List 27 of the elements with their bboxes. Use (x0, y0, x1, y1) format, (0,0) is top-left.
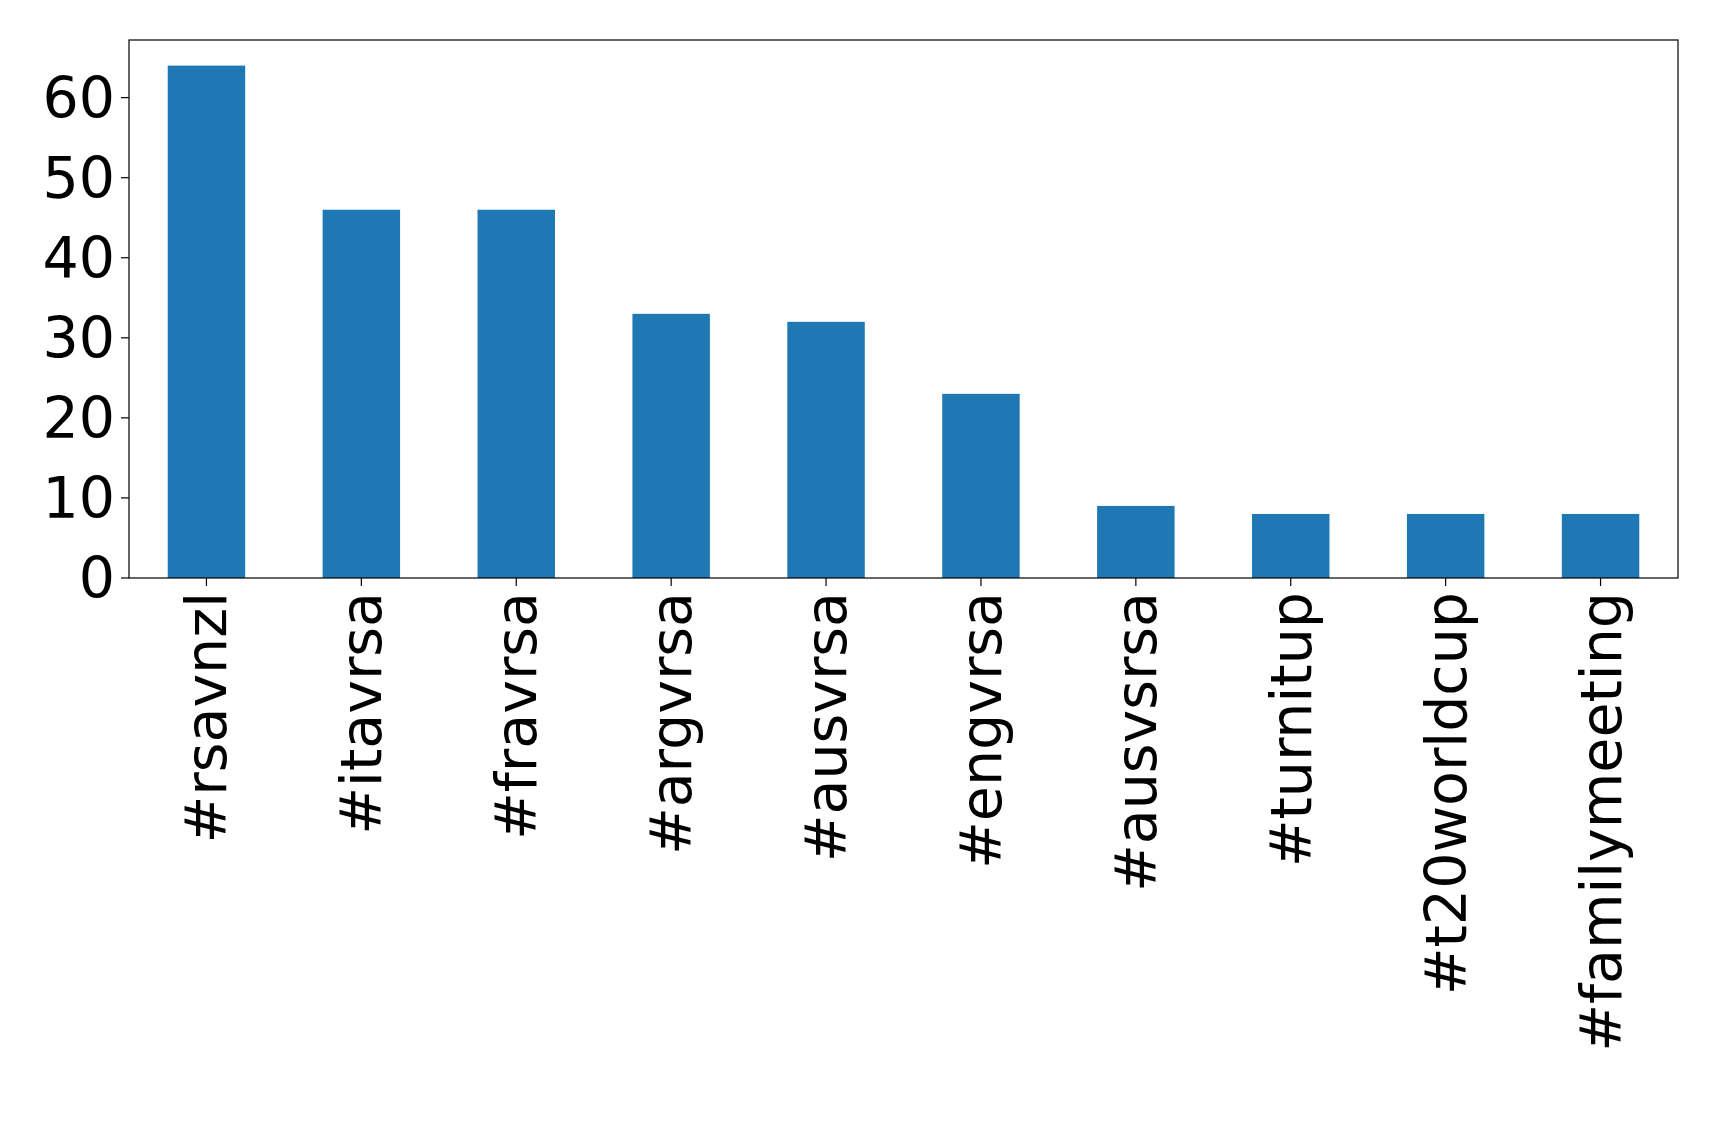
bar (322, 209, 401, 578)
bar (787, 321, 865, 578)
bar (632, 313, 710, 578)
bar (1252, 513, 1330, 578)
x-tick-label: #engvrsa (947, 592, 1014, 869)
x-tick-label: #itavrsa (328, 592, 395, 835)
bar (1406, 513, 1485, 578)
y-tick-label: 30 (42, 304, 115, 371)
bar (942, 393, 1020, 578)
y-tick-label: 40 (42, 224, 115, 291)
bar (1561, 513, 1640, 578)
x-tick-label: #rsavnzl (173, 592, 240, 844)
x-tick-label: #argvrsa (638, 592, 705, 856)
x-tick-label: #fravrsa (483, 592, 550, 840)
x-tick-label: #familymeeting (1567, 592, 1634, 1052)
y-tick-label: 20 (42, 384, 115, 451)
x-tick-label: #ausvrsa (793, 592, 859, 863)
bar (477, 209, 555, 578)
bar (167, 65, 246, 578)
x-tick-label: #t20worldcup (1412, 592, 1479, 996)
x-tick-label: #ausvsrsa (1102, 592, 1169, 893)
x-tick-label: #turnitup (1257, 592, 1324, 868)
y-tick-label: 50 (42, 144, 115, 211)
y-tick-label: 10 (42, 464, 115, 531)
y-tick-label: 0 (78, 544, 115, 611)
bar (1097, 505, 1175, 578)
y-tick-label: 60 (42, 64, 115, 131)
